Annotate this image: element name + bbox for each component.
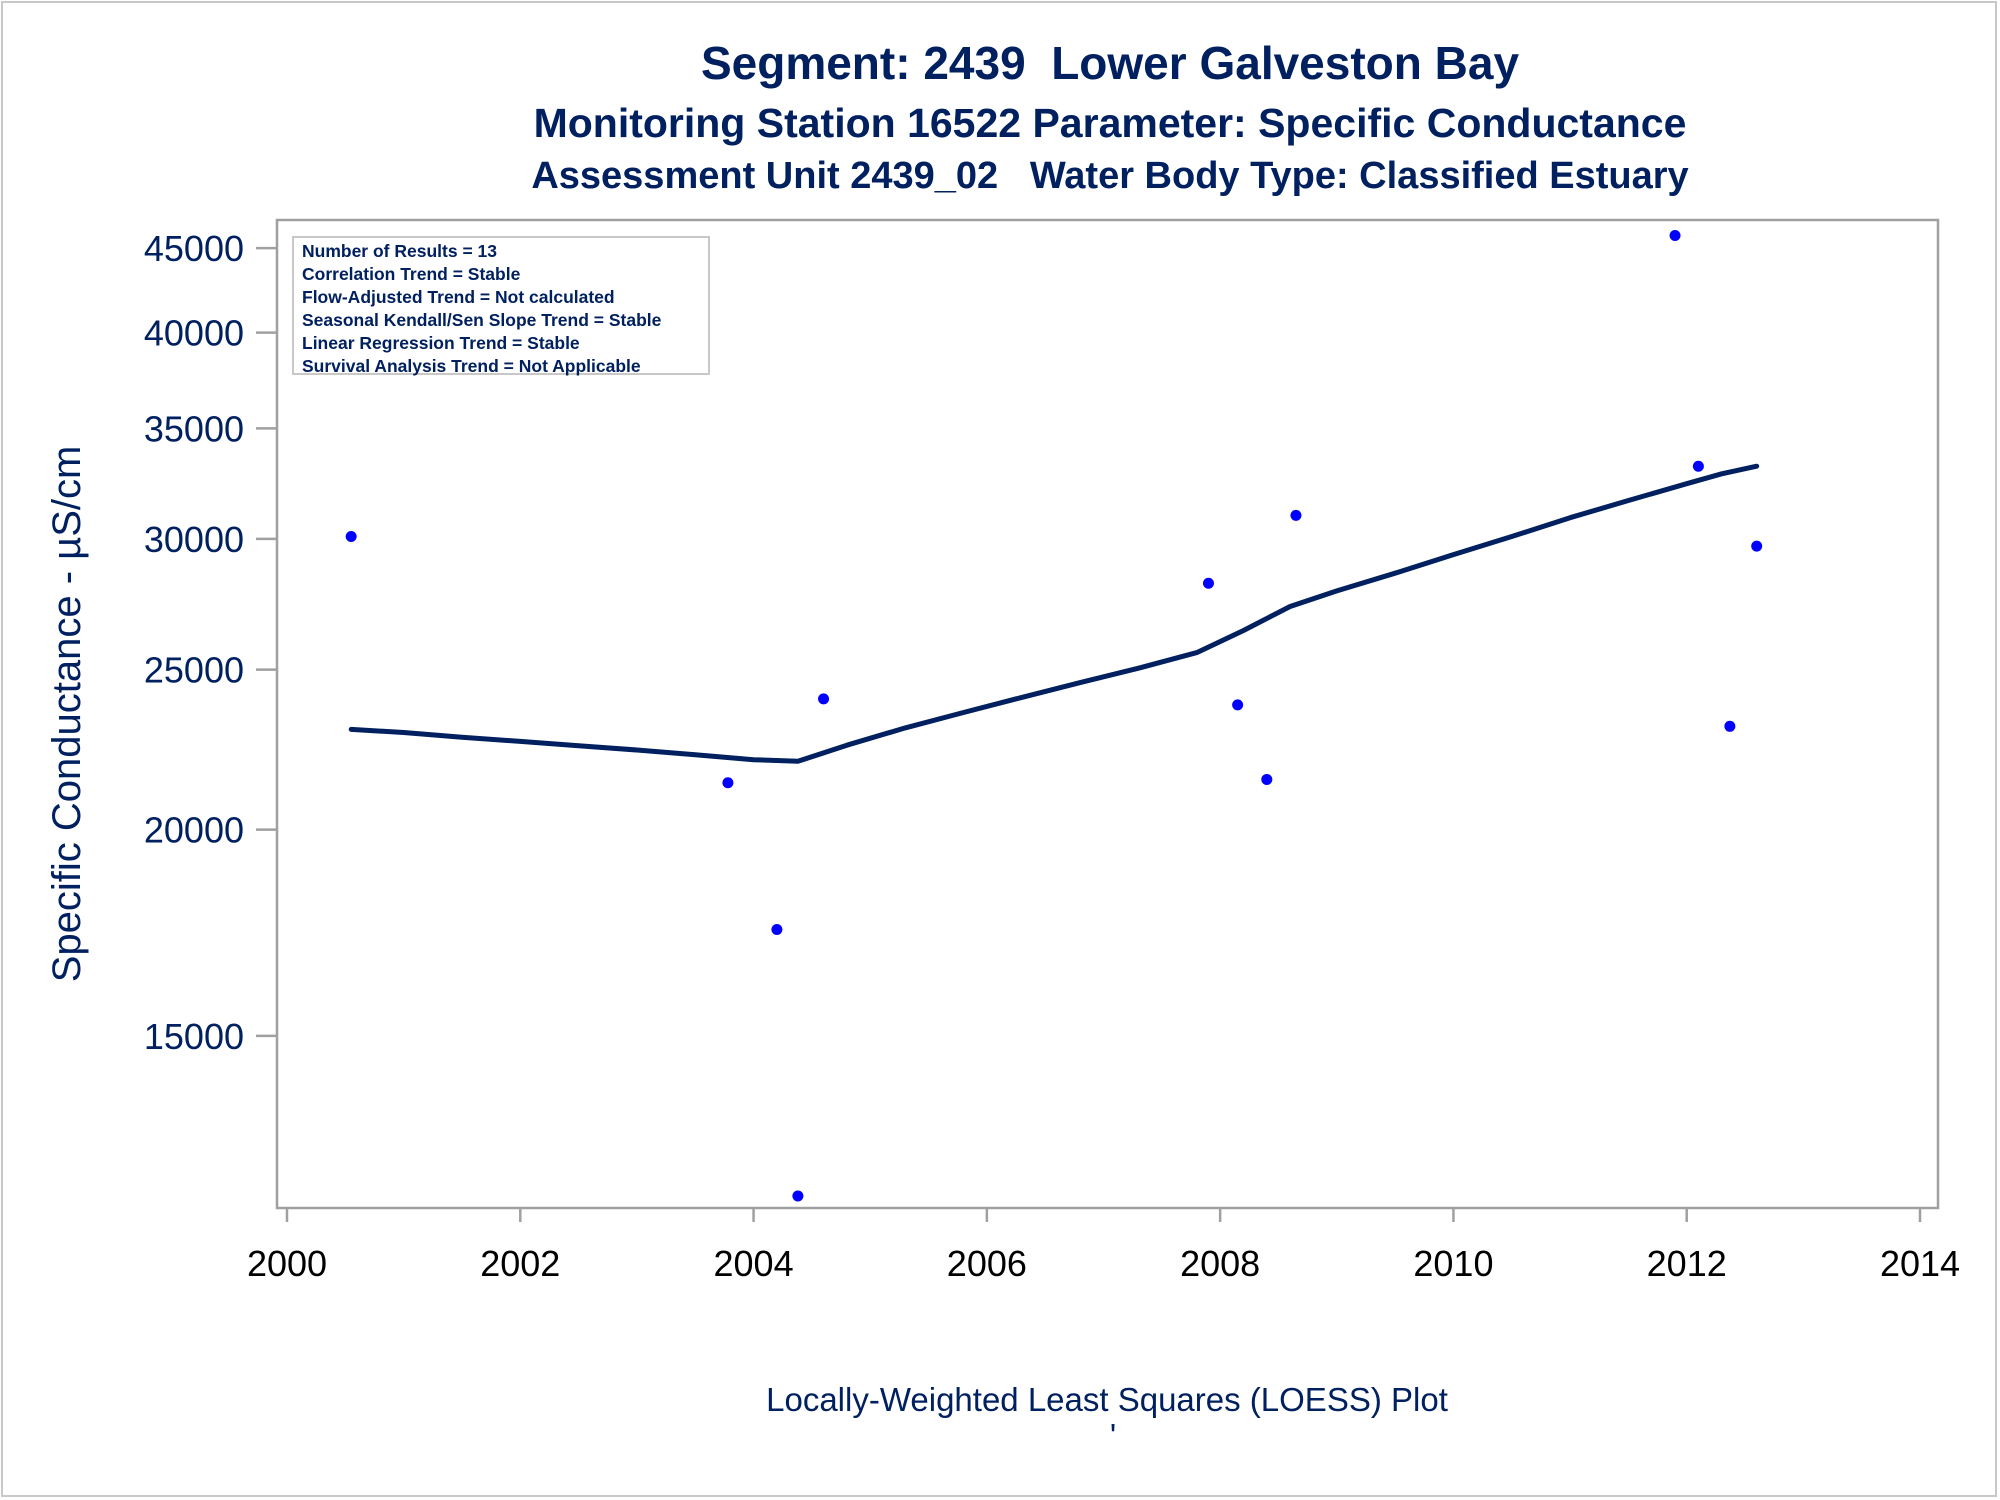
- data-point: [1290, 509, 1302, 521]
- stat-number-of-results: Number of Results = 13: [302, 241, 497, 261]
- y-axis: 15000 20000 25000 30000 35000 40000 45000: [144, 228, 277, 1057]
- x-tick-label: 2004: [714, 1243, 794, 1284]
- data-point: [722, 777, 734, 789]
- y-tick-label: 20000: [144, 810, 244, 851]
- data-point: [1692, 460, 1704, 472]
- data-point: [818, 693, 830, 705]
- chart-subtitle-assessment: Assessment Unit 2439_02 Water Body Type:…: [531, 155, 1689, 197]
- y-tick-label: 45000: [144, 228, 244, 269]
- chart-title: Segment: 2439 Lower Galveston Bay: [700, 37, 1520, 89]
- y-tick-label: 35000: [144, 408, 244, 449]
- plot-area-border: [275, 218, 1940, 1210]
- y-tick-label: 15000: [144, 1016, 244, 1057]
- stat-survival-analysis-trend: Survival Analysis Trend = Not Applicable: [302, 356, 641, 376]
- y-axis-title: Specific Conductance - µS/cm: [45, 446, 89, 983]
- x-tick-label: 2010: [1413, 1243, 1493, 1284]
- data-point: [1232, 699, 1244, 711]
- chart-footnote: Locally-Weighted Least Squares (LOESS) P…: [766, 1381, 1448, 1418]
- trend-stats-box: Number of Results = 13 Correlation Trend…: [292, 236, 710, 376]
- x-tick-label: 2008: [1180, 1243, 1260, 1284]
- data-point: [1724, 720, 1736, 732]
- x-tick-label: 2000: [247, 1243, 327, 1284]
- chart-subtitle-station: Monitoring Station 16522 Parameter: Spec…: [533, 100, 1687, 146]
- x-tick-label: 2002: [480, 1243, 560, 1284]
- data-point: [1261, 773, 1273, 785]
- y-tick-label: 40000: [144, 313, 244, 354]
- stat-correlation-trend: Correlation Trend = Stable: [302, 264, 521, 284]
- x-tick-label: 2014: [1880, 1243, 1960, 1284]
- y-tick-label: 30000: [144, 519, 244, 560]
- x-tick-label: 2012: [1647, 1243, 1727, 1284]
- x-tick-label: 2006: [947, 1243, 1027, 1284]
- stat-linear-regression-trend: Linear Regression Trend = Stable: [302, 333, 580, 353]
- data-point: [771, 924, 783, 936]
- stat-flow-adjusted-trend: Flow-Adjusted Trend = Not calculated: [302, 287, 615, 307]
- data-point: [1669, 229, 1681, 241]
- data-point: [345, 530, 357, 542]
- series-layer: [345, 229, 1763, 1202]
- data-point: [1751, 540, 1763, 552]
- footnote-mark: ': [1110, 1417, 1116, 1454]
- data-point: [792, 1190, 804, 1202]
- y-tick-label: 25000: [144, 650, 244, 691]
- data-point: [1202, 577, 1214, 589]
- stat-seasonal-kendall-trend: Seasonal Kendall/Sen Slope Trend = Stabl…: [302, 310, 662, 330]
- loess-line: [348, 463, 1760, 764]
- x-axis: 2000 2002 2004 2006 2008 2010 2012 2014: [247, 1208, 1960, 1284]
